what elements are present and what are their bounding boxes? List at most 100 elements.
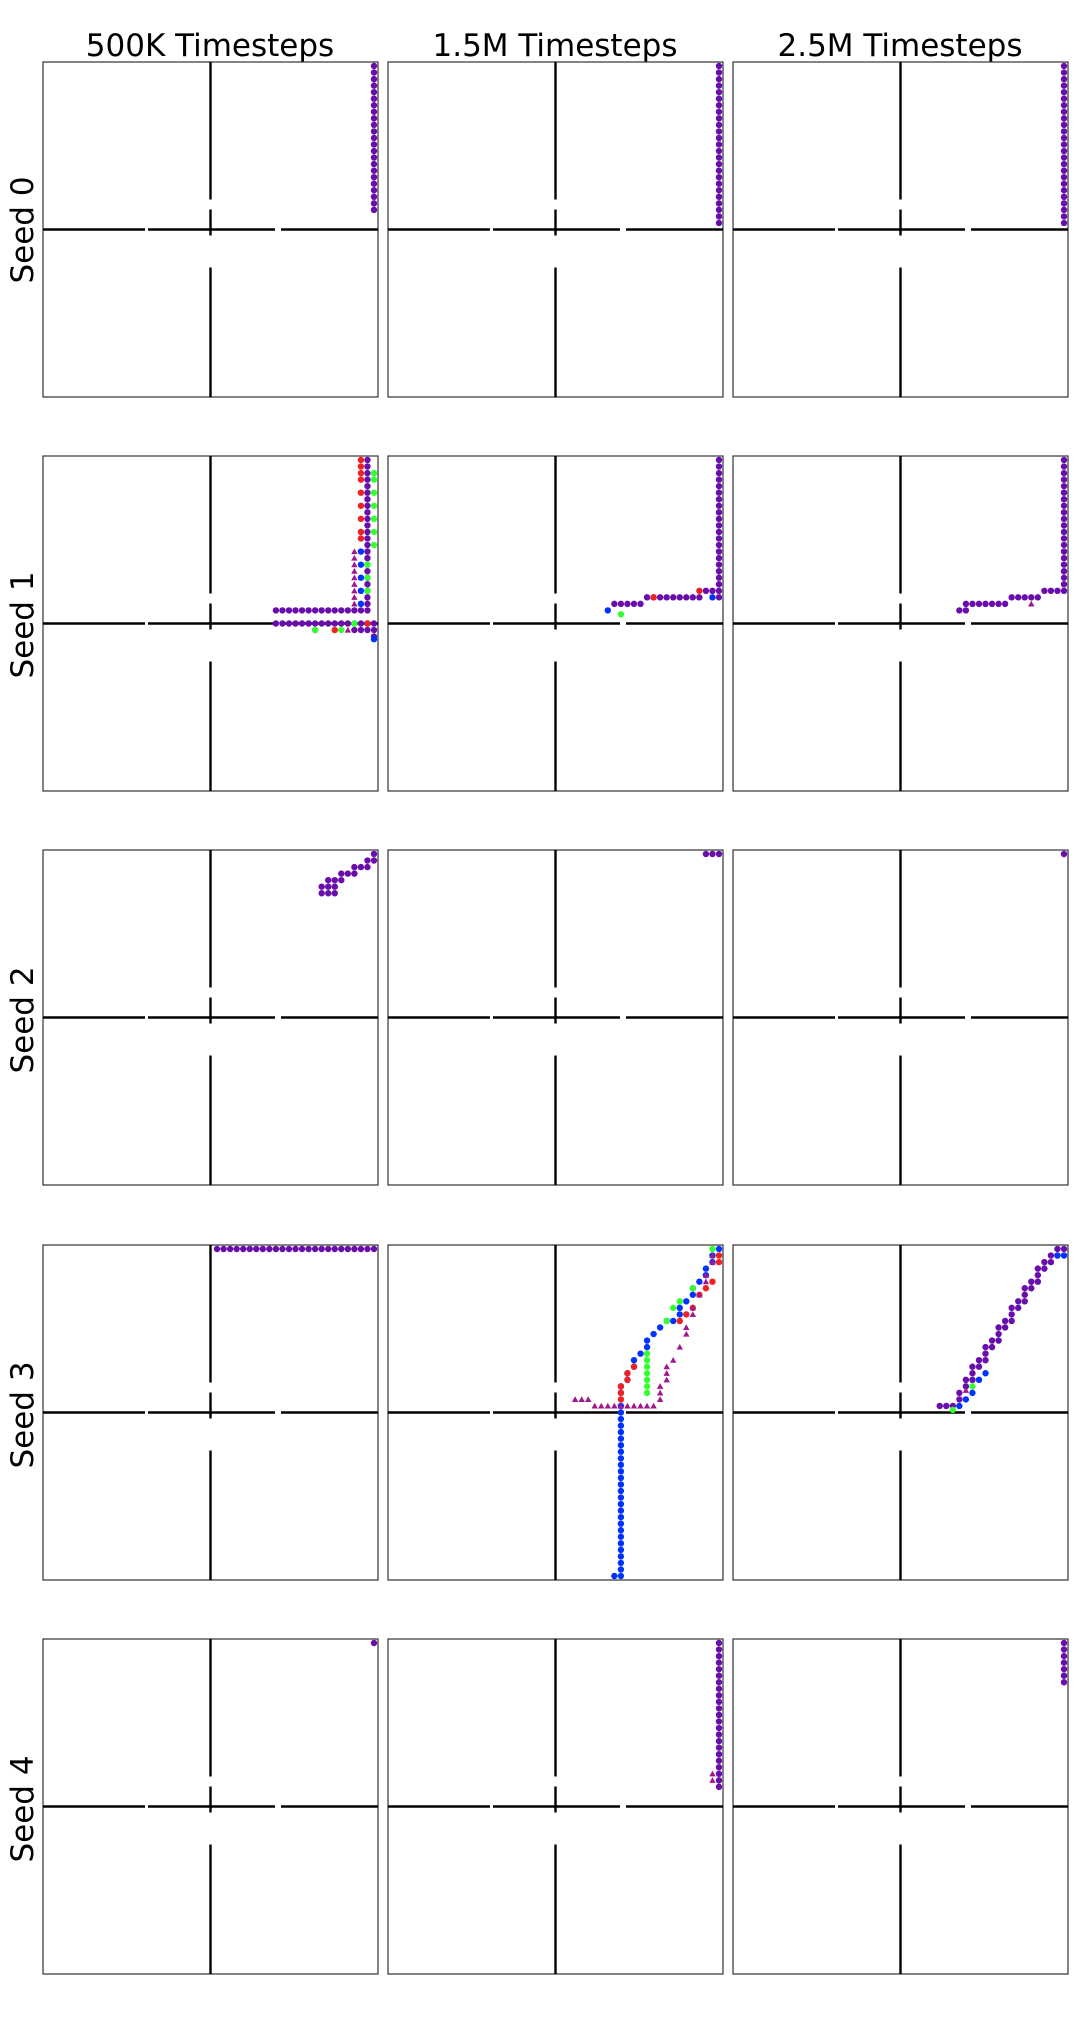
trajectory-point bbox=[709, 1777, 716, 1783]
trajectory-point bbox=[370, 469, 378, 477]
trajectory-point bbox=[702, 1278, 710, 1285]
trajectory-point bbox=[1060, 1646, 1068, 1653]
trajectory-point bbox=[676, 1298, 683, 1305]
trajectory-point bbox=[715, 581, 723, 588]
trajectory-point bbox=[1008, 1304, 1015, 1312]
trajectory-point bbox=[969, 1376, 976, 1384]
trajectory-point bbox=[715, 1764, 723, 1771]
trajectory-point bbox=[233, 1245, 240, 1253]
trajectory-point bbox=[715, 1698, 723, 1706]
trajectory-point bbox=[318, 620, 325, 627]
trajectory-point bbox=[370, 167, 378, 174]
trajectory-point bbox=[331, 876, 338, 884]
trajectory-point bbox=[988, 1337, 996, 1344]
trajectory-point bbox=[982, 1370, 989, 1377]
trajectory-point bbox=[226, 1245, 234, 1253]
trajectory-point bbox=[351, 863, 358, 871]
trajectory-point bbox=[1060, 1672, 1068, 1679]
trajectory-point bbox=[370, 620, 378, 627]
trajectory-point bbox=[364, 554, 371, 562]
trajectory-point bbox=[364, 463, 371, 470]
trajectory-point bbox=[1060, 108, 1068, 115]
trajectory-point bbox=[670, 1356, 677, 1363]
trajectory-point bbox=[357, 620, 365, 627]
trajectory-point bbox=[676, 594, 683, 601]
trajectory-point bbox=[624, 600, 631, 608]
trajectory-point bbox=[1054, 1245, 1061, 1253]
row-title: Seed 0 bbox=[5, 176, 41, 283]
trajectory-point bbox=[357, 502, 365, 509]
trajectory-point bbox=[298, 620, 306, 627]
trajectory-point bbox=[318, 890, 325, 897]
trajectory-point bbox=[617, 1572, 625, 1580]
trajectory-point bbox=[995, 1324, 1002, 1331]
maze-panel bbox=[387, 61, 724, 398]
trajectory-point bbox=[253, 1245, 260, 1253]
trajectory-point bbox=[715, 1711, 723, 1719]
trajectory-point bbox=[715, 108, 723, 115]
trajectory-point bbox=[689, 1304, 697, 1311]
trajectory-point bbox=[617, 1520, 625, 1527]
trajectory-point bbox=[715, 1685, 723, 1692]
trajectory-point bbox=[1060, 509, 1068, 516]
trajectory-point bbox=[689, 1285, 697, 1292]
trajectory-point bbox=[715, 1679, 723, 1686]
trajectory-point bbox=[1060, 541, 1068, 549]
trajectory-point bbox=[715, 82, 723, 89]
trajectory-point bbox=[715, 115, 723, 122]
trajectory-point bbox=[715, 1724, 723, 1732]
trajectory-point bbox=[715, 554, 723, 562]
trajectory-point bbox=[982, 600, 989, 608]
trajectory-point bbox=[715, 1646, 723, 1653]
trajectory-point bbox=[643, 1337, 651, 1344]
trajectory-point bbox=[643, 1363, 651, 1370]
column-title: 2.5M Timesteps bbox=[778, 28, 1023, 64]
trajectory-point bbox=[1060, 1679, 1068, 1686]
trajectory-point bbox=[370, 128, 378, 135]
trajectory-point bbox=[1047, 1258, 1055, 1266]
trajectory-point bbox=[604, 607, 612, 614]
trajectory-point bbox=[285, 607, 293, 614]
trajectory-point bbox=[715, 213, 723, 220]
trajectory-point bbox=[331, 626, 338, 634]
trajectory-point bbox=[325, 607, 332, 614]
trajectory-point bbox=[1060, 1639, 1068, 1647]
trajectory-point bbox=[1001, 1324, 1009, 1331]
trajectory-point bbox=[272, 620, 280, 627]
trajectory-point bbox=[370, 95, 378, 102]
trajectory-point bbox=[370, 206, 378, 214]
trajectory-point bbox=[656, 1324, 664, 1331]
trajectory-point bbox=[696, 587, 703, 594]
maze-panel bbox=[387, 1244, 724, 1581]
trajectory-point bbox=[1060, 102, 1068, 109]
maze-panel bbox=[732, 1638, 1069, 1975]
trajectory-point bbox=[1015, 1298, 1022, 1305]
trajectory-point bbox=[279, 1245, 286, 1253]
trajectory-point bbox=[715, 561, 723, 568]
trajectory-point bbox=[676, 1343, 683, 1350]
trajectory-point bbox=[279, 607, 286, 614]
trajectory-point bbox=[344, 1245, 352, 1253]
trajectory-point bbox=[715, 128, 723, 135]
trajectory-point bbox=[715, 1750, 723, 1758]
trajectory-point bbox=[1060, 574, 1068, 581]
trajectory-point bbox=[630, 1363, 638, 1370]
row-titles: Seed 0 Seed 1 Seed 2 Seed 3 Seed 4 bbox=[5, 176, 41, 1862]
maze-panel bbox=[732, 1244, 1069, 1581]
trajectory-point bbox=[1047, 1252, 1055, 1259]
trajectory-point bbox=[364, 548, 371, 555]
trajectory-point bbox=[617, 1527, 625, 1534]
trajectory-point bbox=[364, 541, 371, 549]
trajectory-point bbox=[1060, 167, 1068, 174]
trajectory-point bbox=[975, 600, 983, 608]
trajectory-point bbox=[995, 1337, 1002, 1344]
trajectory-point bbox=[676, 1311, 683, 1318]
trajectory-point bbox=[624, 1370, 631, 1377]
trajectory-point bbox=[643, 1383, 651, 1390]
trajectory-point bbox=[643, 1376, 651, 1384]
trajectory-point bbox=[670, 1317, 677, 1325]
trajectory-point bbox=[364, 607, 371, 614]
trajectory-point bbox=[702, 1271, 710, 1278]
trajectory-point bbox=[656, 1383, 664, 1389]
trajectory-point bbox=[617, 1533, 625, 1540]
